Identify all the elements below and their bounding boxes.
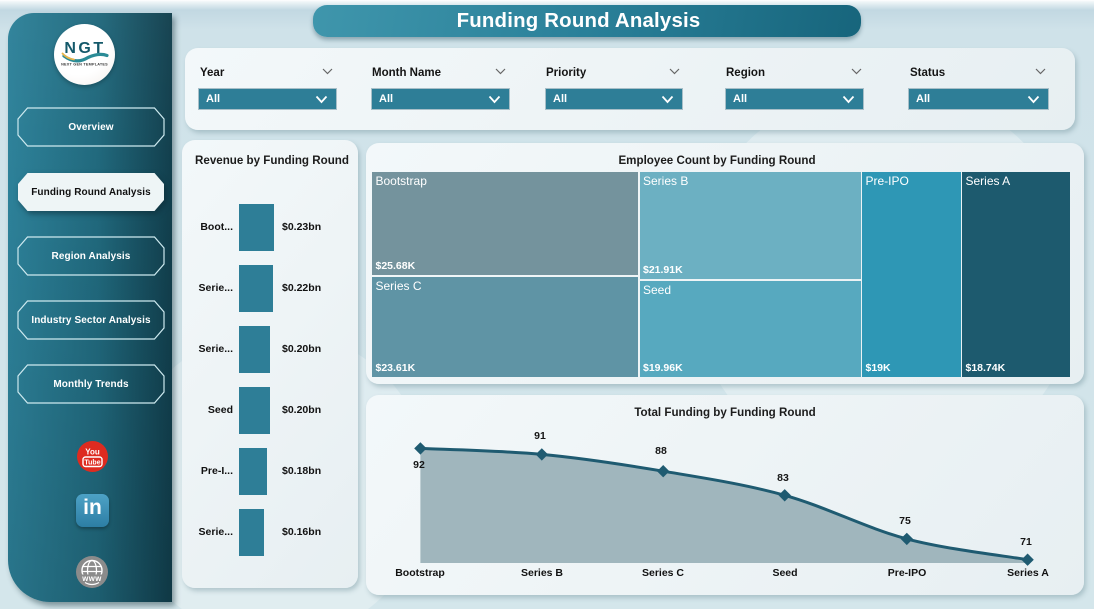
svg-text:NEXT GEN TEMPLATES: NEXT GEN TEMPLATES — [61, 63, 108, 67]
svg-text:NGT: NGT — [64, 40, 105, 57]
svg-text:You: You — [85, 448, 100, 457]
svg-text:Tube: Tube — [84, 460, 100, 467]
svg-text:www: www — [81, 574, 102, 583]
